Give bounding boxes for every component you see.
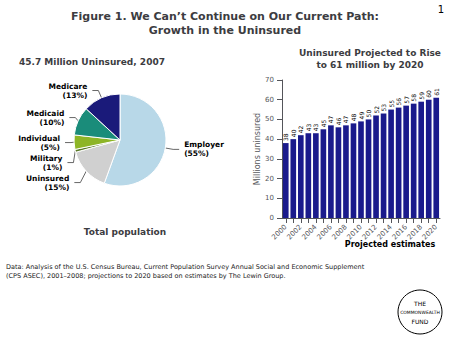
svg-text:COMMONWEALTH: COMMONWEALTH [400,310,440,315]
svg-text:THE: THE [413,300,426,307]
svg-text:48: 48 [350,114,357,122]
svg-text:60: 60 [265,96,274,104]
svg-text:52: 52 [373,106,380,114]
svg-text:70: 70 [265,76,274,84]
svg-text:46: 46 [335,117,342,125]
svg-text:Total population: Total population [84,227,166,237]
svg-text:57: 57 [403,96,410,104]
svg-text:2012: 2012 [361,223,379,241]
svg-text:(15%): (15%) [45,183,70,192]
svg-text:Individual: Individual [18,134,60,143]
svg-text:Uninsured Projected to Rise: Uninsured Projected to Rise [299,48,441,58]
svg-text:49: 49 [358,112,365,120]
svg-text:58: 58 [410,94,417,102]
svg-text:45: 45 [320,119,327,127]
svg-text:2020: 2020 [421,223,439,241]
svg-text:2010: 2010 [346,223,364,241]
svg-text:Uninsured: Uninsured [26,174,69,183]
svg-text:2016: 2016 [391,223,409,241]
svg-text:Millions uninsured: Millions uninsured [253,113,262,185]
svg-text:30: 30 [265,155,274,163]
svg-text:(CPS ASEC), 2001–2008; project: (CPS ASEC), 2001–2008; projections to 20… [6,272,286,280]
svg-text:47: 47 [327,116,334,124]
svg-text:(13%): (13%) [63,91,88,100]
svg-text:2018: 2018 [406,223,424,241]
svg-text:Military: Military [30,154,63,163]
svg-text:61: 61 [433,88,440,96]
svg-text:1: 1 [438,4,444,15]
svg-text:2014: 2014 [376,223,395,242]
svg-text:0: 0 [270,214,274,222]
svg-text:2000: 2000 [270,223,288,241]
svg-text:Projected estimates: Projected estimates [345,240,436,249]
svg-text:43: 43 [312,123,319,131]
svg-text:59: 59 [418,92,425,100]
svg-text:Employer: Employer [184,140,224,149]
svg-text:Data: Analysis of the U.S. Cen: Data: Analysis of the U.S. Census Bureau… [6,263,365,271]
svg-text:55: 55 [388,100,395,108]
svg-text:50: 50 [365,110,372,118]
svg-text:43: 43 [305,123,312,131]
svg-text:Growth in the Uninsured: Growth in the Uninsured [149,24,301,37]
svg-text:47: 47 [342,116,349,124]
svg-text:2002: 2002 [285,223,303,241]
svg-text:53: 53 [380,104,387,112]
svg-text:20: 20 [265,175,274,183]
svg-text:50: 50 [265,115,274,123]
svg-text:(1%): (1%) [43,163,63,172]
svg-text:(10%): (10%) [40,118,65,127]
svg-text:45.7 Million Uninsured, 2007: 45.7 Million Uninsured, 2007 [19,57,165,67]
svg-text:10: 10 [265,194,274,202]
svg-text:(55%): (55%) [184,149,209,158]
svg-text:2004: 2004 [300,223,319,242]
svg-text:Figure 1. We Can’t Continue on: Figure 1. We Can’t Continue on Our Curre… [71,10,379,23]
svg-text:2006: 2006 [316,223,334,241]
svg-text:Medicaid: Medicaid [26,109,64,118]
svg-text:(5%): (5%) [40,143,60,152]
svg-text:56: 56 [395,98,402,106]
svg-text:to 61 million by 2020: to 61 million by 2020 [316,60,423,70]
svg-text:40: 40 [290,129,297,137]
svg-text:Medicare: Medicare [49,82,88,91]
svg-text:40: 40 [265,135,274,143]
svg-text:2008: 2008 [331,223,349,241]
svg-text:FUND: FUND [412,318,429,325]
svg-text:38: 38 [282,133,289,141]
svg-text:60: 60 [425,90,432,98]
svg-text:42: 42 [297,125,304,133]
